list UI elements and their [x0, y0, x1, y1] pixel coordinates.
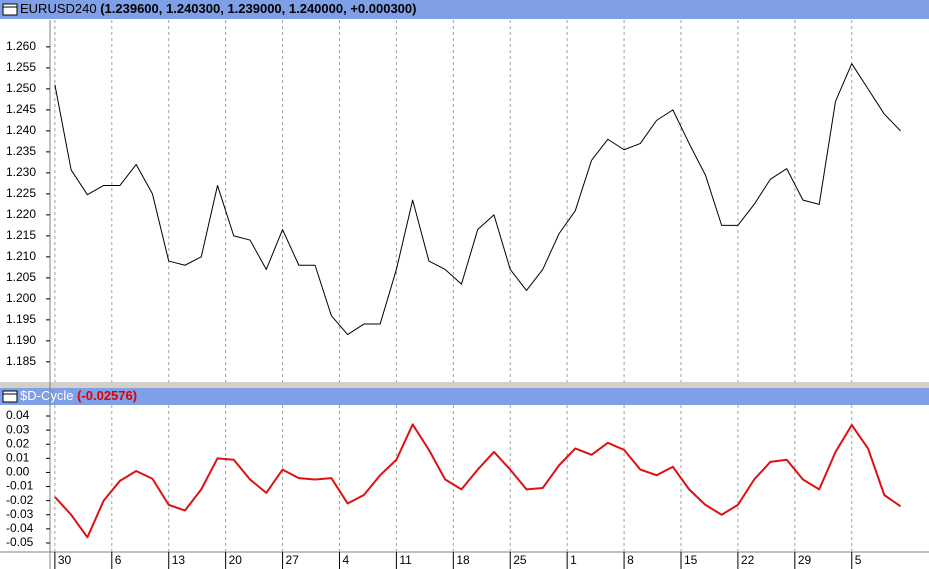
y-tick-label: 1.210 — [6, 249, 36, 263]
subtitle: (-0.02576) — [77, 388, 137, 403]
y-tick-label: 1.220 — [6, 207, 36, 221]
y-tick-label: -0.03 — [6, 507, 34, 521]
x-tick-label: 1 — [570, 553, 577, 567]
y-tick-label: -0.04 — [6, 521, 34, 535]
y-tick-label: 1.235 — [6, 144, 36, 158]
title: EURUSD240 — [20, 1, 97, 16]
separator — [0, 382, 929, 388]
x-tick-label: 30 — [58, 553, 72, 567]
subtitle: (1.239600, 1.240300, 1.239000, 1.240000,… — [100, 1, 416, 16]
y-tick-label: 1.255 — [6, 60, 36, 74]
panel-header — [0, 0, 929, 19]
y-tick-label: -0.05 — [6, 535, 34, 549]
y-tick-label: 1.205 — [6, 270, 36, 284]
y-tick-label: 1.230 — [6, 165, 36, 179]
series-line — [54, 63, 901, 336]
panel-icon — [2, 3, 18, 16]
x-tick-label: 5 — [855, 553, 862, 567]
y-tick-label: -0.01 — [6, 479, 34, 493]
x-tick-label: 18 — [456, 553, 470, 567]
y-tick-label: 1.245 — [6, 102, 36, 116]
x-tick-label: 29 — [798, 553, 812, 567]
title: $D-Cycle — [20, 388, 73, 403]
x-tick-label: 15 — [684, 553, 698, 567]
y-tick-label: 1.200 — [6, 291, 36, 305]
y-tick-label: 0.04 — [6, 408, 30, 422]
x-tick-label: 22 — [741, 553, 755, 567]
y-tick-label: 1.240 — [6, 123, 36, 137]
y-tick-label: 0.00 — [6, 465, 30, 479]
y-tick-label: 1.215 — [6, 228, 36, 242]
x-tick-label: 6 — [115, 553, 122, 567]
y-tick-label: 0.02 — [6, 436, 30, 450]
y-tick-label: 1.250 — [6, 81, 36, 95]
x-tick-label: 8 — [627, 553, 634, 567]
panel-title: $D-Cycle (-0.02576) — [20, 388, 137, 403]
panel-title: EURUSD240 (1.239600, 1.240300, 1.239000,… — [20, 1, 416, 16]
panel-icon — [2, 390, 18, 403]
x-tick-label: 27 — [286, 553, 300, 567]
y-tick-label: 0.03 — [6, 422, 30, 436]
series-line — [54, 423, 902, 539]
x-tick-label: 25 — [513, 553, 527, 567]
y-tick-label: 1.185 — [6, 354, 36, 368]
panel-header — [0, 388, 929, 405]
x-tick-label: 11 — [399, 553, 412, 567]
y-tick-label: -0.02 — [6, 493, 34, 507]
y-tick-label: 1.195 — [6, 312, 36, 326]
x-tick-label: 13 — [172, 553, 186, 567]
y-tick-label: 0.01 — [6, 450, 30, 464]
y-tick-label: 1.190 — [6, 333, 36, 347]
x-tick-label: 4 — [342, 553, 349, 567]
y-tick-label: 1.225 — [6, 186, 36, 200]
x-tick-label: 20 — [229, 553, 243, 567]
y-tick-label: 1.260 — [6, 39, 36, 53]
